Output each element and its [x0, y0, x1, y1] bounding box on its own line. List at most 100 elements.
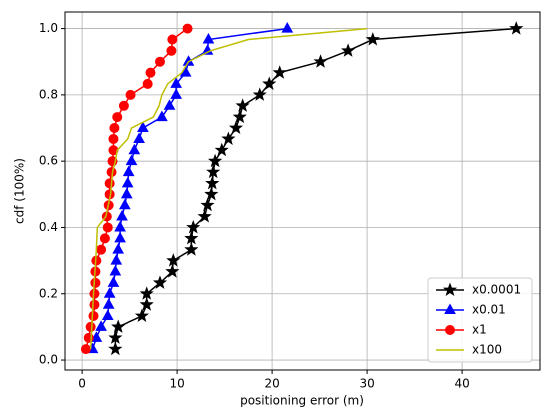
x-tick-label: 40 [454, 377, 469, 391]
plot-frame [64, 11, 541, 371]
circle-marker [108, 133, 119, 144]
triangle-marker [125, 154, 138, 166]
star-marker [200, 197, 215, 212]
triangle-marker [95, 320, 107, 331]
triangle-marker [114, 231, 126, 243]
circle-marker [109, 123, 120, 134]
triangle-marker [114, 220, 126, 232]
star-marker [232, 109, 247, 124]
circle-marker [142, 78, 153, 89]
circle-marker [96, 244, 107, 255]
y-tick-label: 0.2 [39, 286, 58, 300]
circle-marker [99, 233, 110, 244]
star-marker [111, 319, 126, 333]
star-marker [165, 264, 180, 278]
triangle-marker [156, 110, 168, 122]
circle-marker [80, 344, 91, 355]
star-marker [252, 87, 267, 101]
star-marker [197, 209, 212, 223]
x-tick-label: 0 [78, 377, 86, 391]
star-marker [509, 21, 524, 35]
triangle-marker [281, 22, 294, 33]
y-tick-label: 1.0 [39, 21, 58, 35]
star-marker [313, 54, 328, 68]
star-marker [184, 242, 199, 256]
x-tick-label: 30 [359, 377, 374, 391]
circle-marker [167, 34, 178, 45]
series-line [89, 27, 368, 350]
triangle-marker [102, 298, 115, 309]
triangle-marker [116, 209, 128, 221]
legend-marker [444, 303, 456, 314]
star-marker [134, 308, 150, 322]
star-marker [166, 253, 181, 267]
triangle-marker [163, 99, 176, 110]
star-marker [341, 43, 356, 57]
star-marker [152, 275, 168, 289]
circle-marker [112, 112, 123, 123]
star-marker [272, 65, 287, 79]
star-marker [365, 32, 380, 46]
x-tick-label: 10 [169, 377, 184, 391]
y-tick-label: 0.6 [39, 154, 58, 168]
triangle-marker [201, 44, 214, 55]
triangle-marker [128, 143, 141, 155]
legend-label: x0.0001 [472, 283, 521, 297]
triangle-marker [121, 176, 134, 188]
triangle-marker [110, 254, 123, 265]
circle-marker [182, 23, 193, 34]
circle-marker [85, 321, 96, 332]
x-tick-label: 20 [264, 377, 279, 391]
triangle-marker [170, 88, 182, 99]
circle-marker [145, 67, 156, 78]
y-tick-label: 0.0 [39, 353, 58, 367]
legend-label: x100 [472, 343, 502, 357]
triangle-marker [101, 309, 114, 320]
star-marker [228, 120, 244, 135]
legend: x0.0001 x0.01 x1 x100 [427, 277, 533, 363]
y-tick-label: 0.8 [39, 87, 58, 101]
star-marker [214, 142, 229, 157]
star-marker [221, 131, 236, 145]
y-axis-label: cdf (100%) [13, 158, 27, 224]
triangle-marker [120, 187, 133, 199]
circle-marker [118, 100, 129, 111]
x-axis-label: positioning error (m) [240, 394, 364, 408]
star-marker [184, 230, 199, 245]
triangle-marker [170, 77, 182, 88]
star-marker [139, 286, 154, 300]
star-marker [206, 164, 221, 179]
star-marker [108, 341, 123, 356]
triangle-marker [107, 276, 120, 287]
y-tick-label: 0.4 [39, 220, 58, 234]
circle-marker [89, 299, 100, 310]
legend-label: x1 [472, 323, 487, 337]
circle-marker [90, 277, 101, 288]
star-marker [108, 330, 123, 344]
triangle-marker [109, 265, 122, 276]
star-marker [235, 98, 250, 112]
triangle-marker [90, 331, 103, 342]
triangle-marker [119, 198, 131, 210]
triangle-marker [122, 165, 135, 177]
circle-marker [102, 222, 113, 233]
triangle-marker [103, 287, 116, 298]
star-marker [205, 175, 220, 190]
triangle-marker [133, 132, 145, 143]
star-marker [139, 297, 154, 311]
star-marker [204, 186, 219, 201]
circle-marker [104, 178, 115, 189]
star-marker [186, 220, 201, 234]
circle-marker [88, 310, 99, 321]
star-marker [262, 76, 277, 90]
legend-marker [442, 282, 458, 297]
triangle-marker [137, 121, 149, 133]
circle-marker [166, 45, 177, 56]
legend-box [427, 277, 533, 363]
legend-marker [445, 325, 455, 335]
circle-marker [155, 56, 165, 67]
legend-label: x0.01 [472, 303, 506, 317]
circle-marker [125, 89, 136, 100]
